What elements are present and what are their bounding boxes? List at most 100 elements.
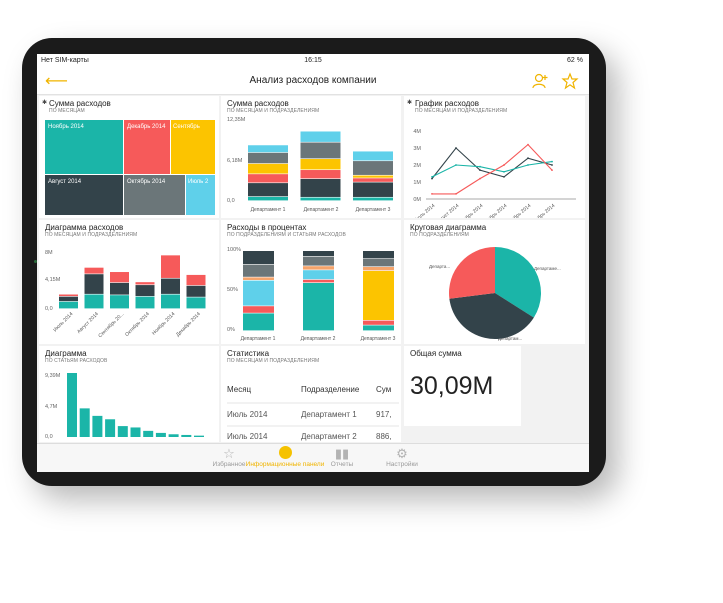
x-tick-label: Июль 2014 [413,203,436,218]
tile-total[interactable]: Общая сумма 30,09M [404,346,521,426]
favorite-star-icon[interactable] [561,72,579,90]
table-header: Сум [376,385,391,394]
bar [105,419,116,437]
y-tick-label: 4,15M [45,277,61,283]
bar-chart-icon: ▮▮ [334,446,350,461]
carrier-text: Нет SIM-карты [41,57,89,64]
bar-segment [353,151,393,161]
bar-segment [243,251,274,264]
treemap-label: Декабрь 2014 [127,124,166,130]
clock: 16:15 [304,57,322,64]
bar-segment [135,285,155,297]
bar [67,373,77,437]
treemap-label: Ноябрь 2014 [48,124,84,130]
back-arrow-icon[interactable]: ⟵ [45,73,68,90]
tab-bar: ☆ Избранное Информационные панели ▮▮ Отч… [37,443,589,472]
tab-label: Информационные панели [245,461,325,468]
x-tick-label: Октябрь 2014 [124,311,151,338]
table-cell: Департамент 2 [301,432,357,441]
x-tick-label: Август 2014 [76,311,100,335]
treemap-cell-aug[interactable] [45,175,123,215]
y-tick-label: 1M [413,180,421,186]
table-header: Месяц [227,385,252,394]
page-title: Анализ расходов компании [249,75,377,86]
pie-label: Департам... [498,336,522,341]
line-point [551,164,553,166]
treemap-label: Июль 2 [188,179,209,185]
bar [130,427,141,437]
tile-subtitle: ПО ПОДРАЗДЕЛЕНИЯМ И СТАТЬЯМ РАСХОДОВ [227,232,346,238]
tile-line-chart[interactable]: ✱ График расходов ПО МЕСЯЦАМ И ПОДРАЗДЕЛ… [404,96,585,218]
line-point [527,157,529,160]
bar-segment [300,131,341,142]
tile-subtitle: ПО СТАТЬЯМ РАСХОДОВ [45,358,108,364]
bar-segment [161,255,180,278]
bar-segment [243,264,274,277]
table-cell: 886, [376,432,392,441]
bar [117,426,128,437]
pin-icon: ✱ [407,100,413,106]
bar [79,408,90,437]
x-tick-label: Департамент 3 [356,207,391,213]
bar-segment [363,325,394,331]
tab-settings[interactable]: ⚙ Настройки [362,446,442,468]
column-chart: 8M 4,15M 0,0 Июль 2014 Август 2014Сентябр… [45,250,206,339]
bar-segment [363,259,394,267]
tile-subtitle: ПО МЕСЯЦАМ И ПОДРАЗДЕЛЕНИЯМ [227,358,320,364]
line-point [431,177,433,180]
treemap-cell-oct[interactable] [124,175,185,215]
table-cell: 917, [376,410,392,419]
line-point [503,176,505,178]
treemap-cell-nov[interactable] [45,120,123,174]
tile-title: Сумма расходов [227,99,289,108]
y-tick-label: 2M [413,163,421,169]
treemap-cell-sep[interactable] [171,120,215,174]
app-screen: Нет SIM-карты 16:15 62 % ⟵ Анализ расход… [37,54,589,472]
line-point [479,165,481,168]
tab-dashboards[interactable]: Информационные панели [245,446,325,468]
bar-segment [300,159,341,170]
total-value: 30,09M [410,372,494,400]
line-point [479,169,481,171]
bar-segment [353,178,393,182]
treemap-label: Октябрь 2014 [127,179,166,185]
x-tick-label: Ноябрь 2014 [506,203,533,218]
y-tick-label: 0% [227,327,235,333]
treemap-cell-dec[interactable] [124,120,170,174]
y-tick-label: 50% [227,287,238,293]
line-chart: 4M 3M 2M 1M 0M Июль 2014 Август 2014Сентя… [413,129,576,218]
line-point [527,143,529,146]
bar-segment [248,163,288,174]
treemap-cell-jul[interactable] [186,175,215,215]
tile-pareto[interactable]: Диаграмма ПО СТАТЬЯМ РАСХОДОВ 9,39M 4,7M… [39,346,219,442]
line-series [431,161,553,178]
bar-segment [161,278,180,294]
bar-segment [84,267,104,274]
pie-label: Департаме... [534,266,561,271]
y-tick-label: 0,0 [45,306,53,312]
tile-subtitle: ПО МЕСЯЦАМ [49,108,85,114]
tab-reports[interactable]: ▮▮ Отчеты [302,446,382,468]
add-user-icon[interactable] [531,72,549,90]
y-tick-label: 12,35M [227,117,246,123]
line-point [431,176,433,178]
x-tick-label: Сентябрь 20... [97,311,125,339]
tile-column-chart[interactable]: Диаграмма расходов ПО МЕСЯЦАМ И ПОДРАЗДЕ… [39,220,219,344]
tile-subtitle: ПО МЕСЯЦАМ И ПОДРАЗДЕЛЕНИЯМ [227,108,320,114]
tile-pie-chart[interactable]: Круговая диаграмма ПО ПОДРАЗДЕЛЕНИЯМ Деп… [404,220,585,344]
tile-title: Расходы в процентах [227,223,307,232]
x-tick-label: Ноябрь 2014 [151,311,177,337]
tab-favorites[interactable]: ☆ Избранное [189,446,269,468]
tile-title: Диаграмма [45,349,87,358]
tile-percent-bar[interactable]: Расходы в процентах ПО ПОДРАЗДЕЛЕНИЯМ И … [221,220,401,344]
bar-segment [248,152,288,164]
tile-treemap[interactable]: ✱ Сумма расходов ПО МЕСЯЦАМ Ноябрь 2014 … [39,96,219,218]
y-tick-label: 0,0 [45,434,53,440]
tile-stacked-bar[interactable]: Сумма расходов ПО МЕСЯЦАМ И ПОДРАЗДЕЛЕНИ… [221,96,401,218]
bar-segment [59,296,78,302]
line-point [527,164,529,166]
line-point [455,147,457,149]
tile-statistics[interactable]: Статистика ПО МЕСЯЦАМ И ПОДРАЗДЕЛЕНИЯМ М… [221,346,401,442]
nav-bar: ⟵ Анализ расходов компании [37,68,589,95]
bar-segment [300,197,341,201]
